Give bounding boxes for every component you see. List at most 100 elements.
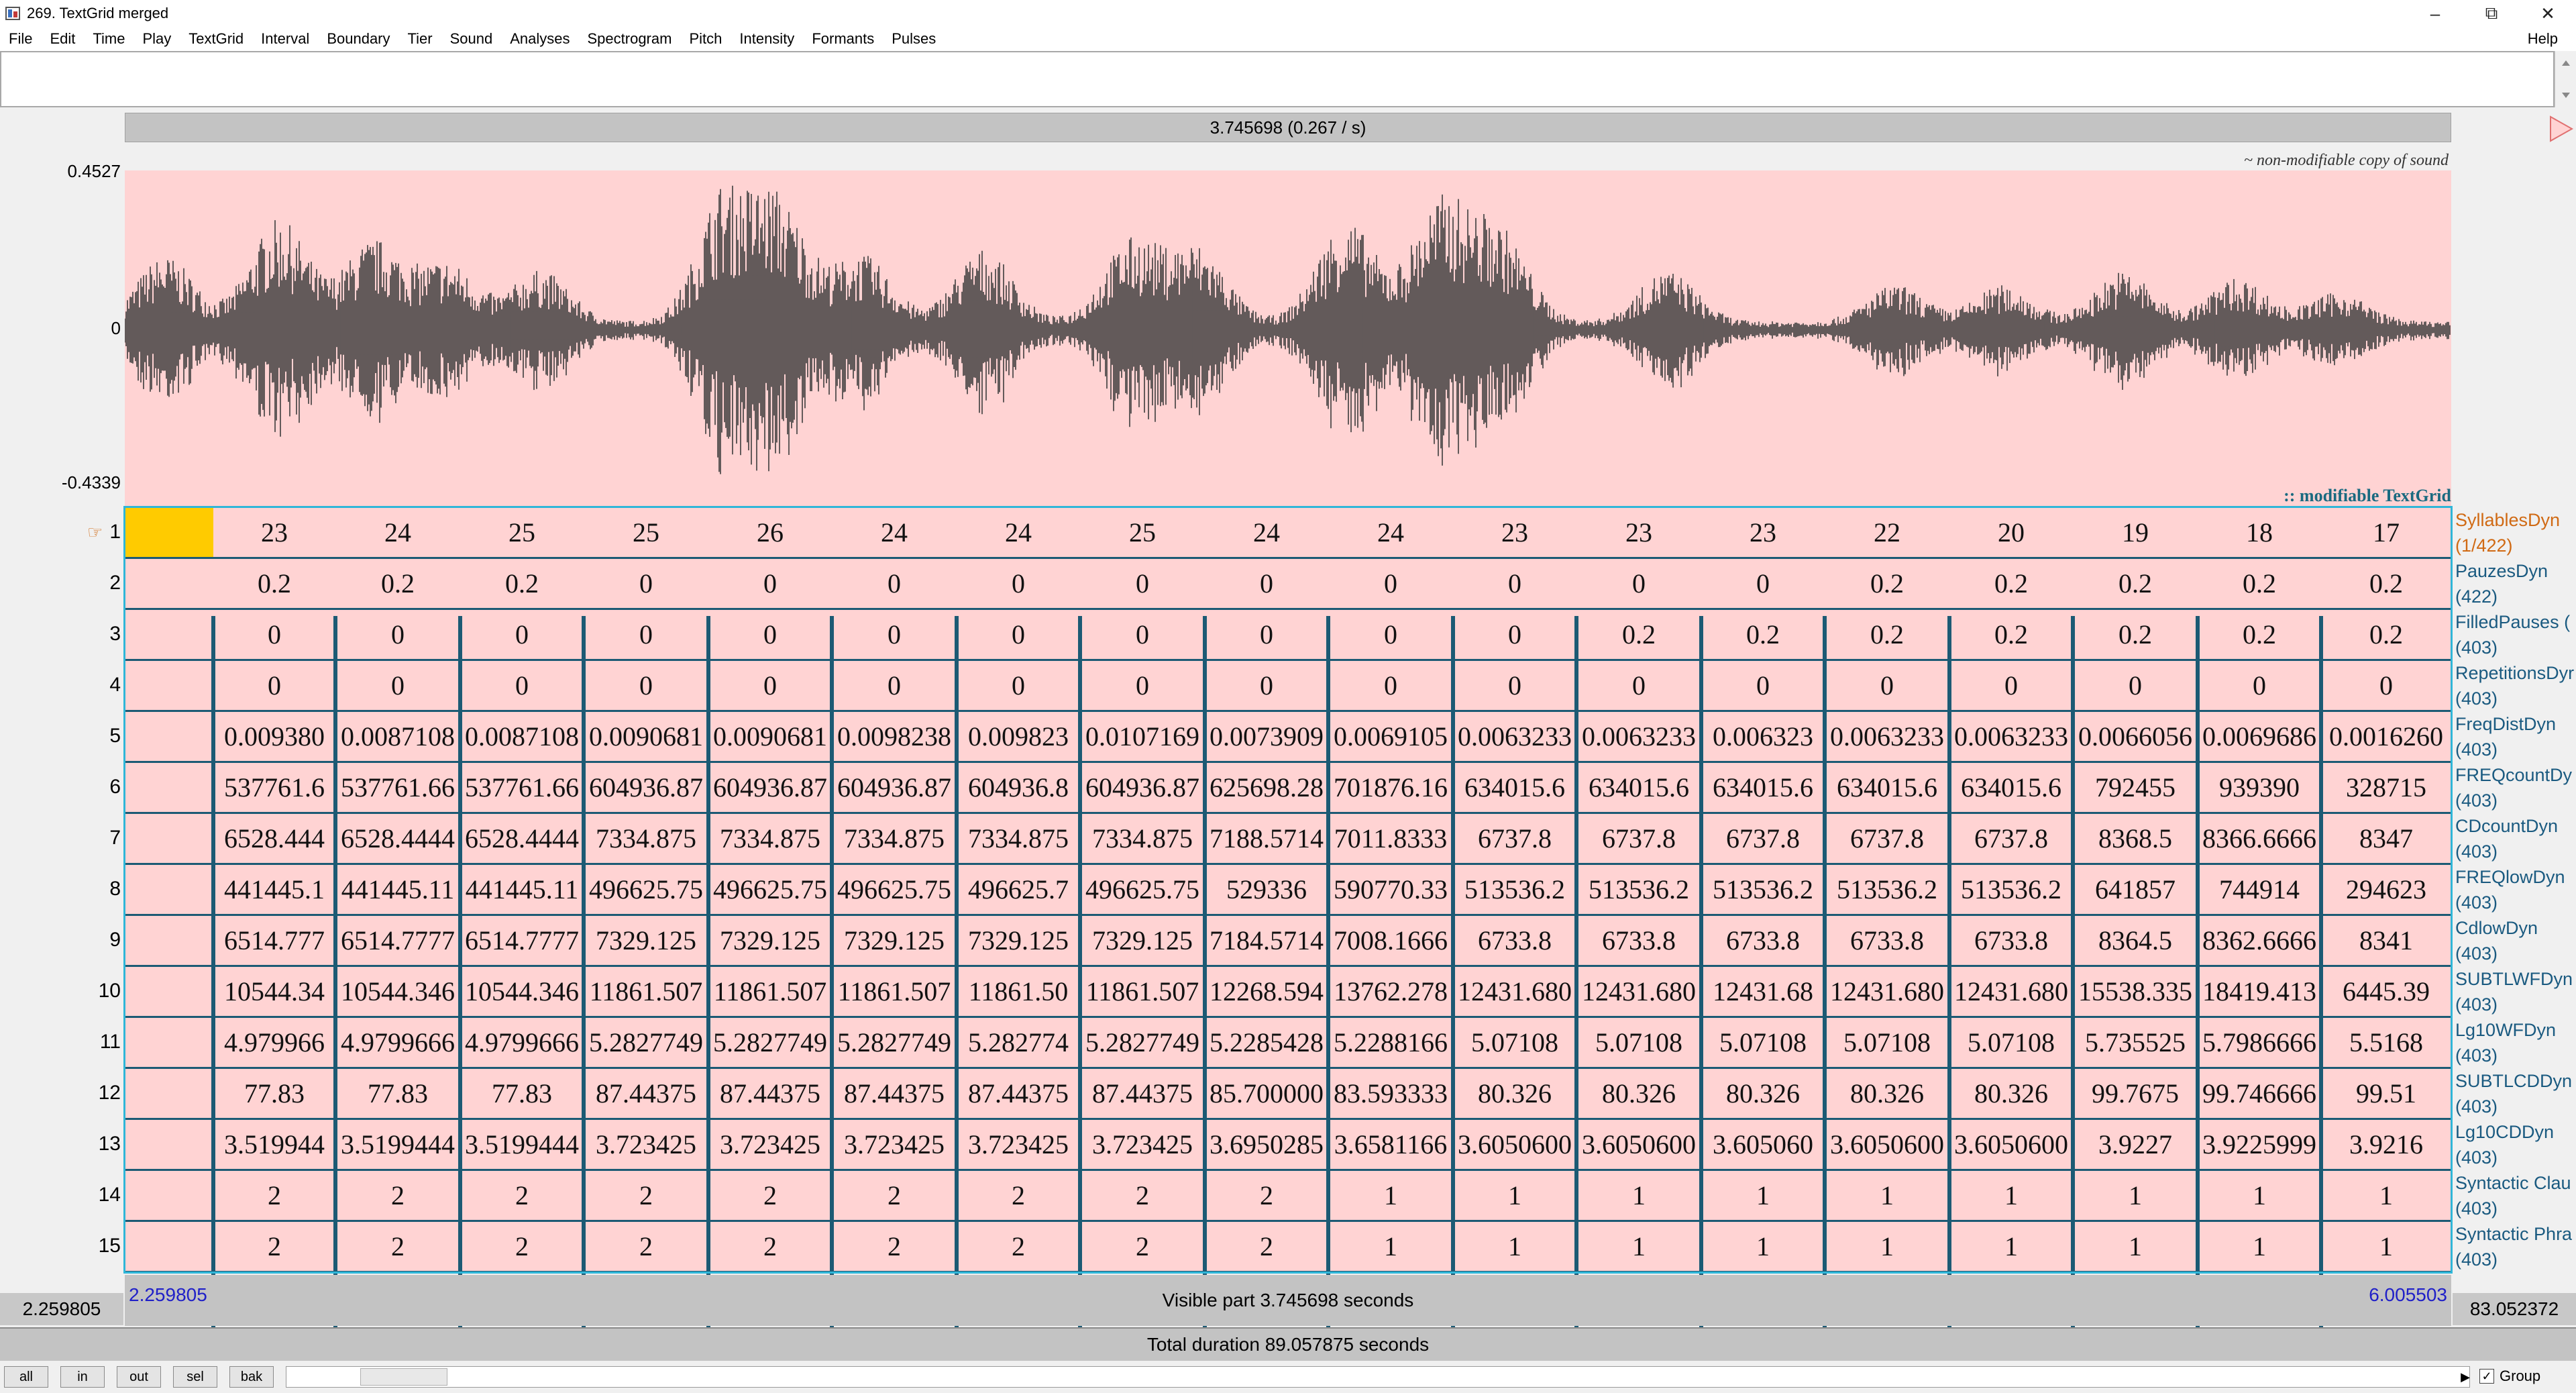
interval-cell[interactable]: 0	[584, 660, 708, 710]
menu-tier[interactable]: Tier	[407, 30, 433, 47]
interval-cell[interactable]: 0	[335, 660, 460, 710]
interval-cell[interactable]: 10544.346	[460, 966, 584, 1016]
interval-cell[interactable]: 2	[1205, 1221, 1328, 1271]
tier-number[interactable]: 12	[67, 1068, 121, 1118]
interval-cell[interactable]: 12268.594	[1205, 966, 1328, 1016]
interval-cell[interactable]: 6737.8	[1825, 813, 1949, 863]
tier-number[interactable]: 10	[67, 966, 121, 1016]
interval-cell[interactable]: 0	[708, 609, 832, 659]
interval-cell[interactable]	[125, 966, 213, 1016]
interval-cell[interactable]: 1	[1825, 1221, 1949, 1271]
interval-cell[interactable]: 0.0063233	[1825, 711, 1949, 761]
interval-cell[interactable]: 24	[1205, 507, 1328, 557]
menu-formants[interactable]: Formants	[812, 30, 875, 47]
interval-cell[interactable]: 5.5168	[2321, 1017, 2451, 1067]
menu-edit[interactable]: Edit	[50, 30, 76, 47]
interval-cell[interactable]: 0.2	[2073, 558, 2198, 608]
zoom-selection-button[interactable]: sel	[173, 1366, 217, 1388]
menu-sound[interactable]: Sound	[449, 30, 493, 47]
interval-cell[interactable]: 1	[2073, 1170, 2198, 1220]
interval-cell[interactable]: 6733.8	[1701, 915, 1825, 965]
interval-cell[interactable]: 24	[957, 507, 1080, 557]
interval-cell[interactable]: 12431.680	[1825, 966, 1949, 1016]
interval-cell[interactable]: 7188.5714	[1205, 813, 1328, 863]
interval-cell[interactable]: 294623	[2321, 864, 2451, 914]
interval-cell[interactable]: 3.723425	[957, 1119, 1080, 1169]
interval-cell[interactable]	[125, 558, 213, 608]
interval-cell[interactable]: 87.44375	[584, 1068, 708, 1118]
maximize-button[interactable]: ⧉	[2485, 3, 2498, 23]
tier-row-8[interactable]: 441445.1 441445.11 441445.11 496625.75 49662…	[125, 864, 2451, 914]
interval-cell[interactable]: 7329.125	[832, 915, 957, 965]
visible-part-bar[interactable]: 2.259805 Visible part 3.745698 seconds 6…	[125, 1275, 2451, 1326]
interval-cell[interactable]	[125, 1119, 213, 1169]
tier-label[interactable]: FREQlowDyn (403)	[2455, 864, 2576, 914]
textgrid-tiers[interactable]: 23 24 25 25 26 24 24 25 24 24 23 23 23 22 20 19 18 17 0.2 0…	[125, 507, 2451, 1374]
interval-cell[interactable]: 1	[1701, 1170, 1825, 1220]
interval-cell[interactable]: 2	[584, 1170, 708, 1220]
interval-cell[interactable]: 5.07108	[1825, 1017, 1949, 1067]
interval-cell[interactable]: 1	[1949, 1221, 2073, 1271]
interval-cell[interactable]: 1	[2321, 1221, 2451, 1271]
interval-cell[interactable]: 2	[213, 1170, 335, 1220]
tier-number[interactable]: 4	[67, 660, 121, 710]
interval-cell[interactable]: 0	[584, 609, 708, 659]
interval-cell[interactable]: 0	[1949, 660, 2073, 710]
interval-cell[interactable]: 5.2827749	[1080, 1017, 1205, 1067]
interval-cell[interactable]: 5.7986666	[2198, 1017, 2321, 1067]
interval-cell[interactable]: 1	[1701, 1221, 1825, 1271]
interval-cell[interactable]: 2	[1080, 1221, 1205, 1271]
interval-cell[interactable]: 6514.777	[213, 915, 335, 965]
menu-file[interactable]: File	[9, 30, 33, 47]
interval-cell[interactable]: 99.51	[2321, 1068, 2451, 1118]
interval-cell[interactable]: 0.0016260	[2321, 711, 2451, 761]
interval-boundary[interactable]	[1823, 616, 1827, 1374]
interval-cell[interactable]: 8341	[2321, 915, 2451, 965]
interval-cell[interactable]: 1	[1453, 1170, 1576, 1220]
interval-cell[interactable]: 634015.6	[1453, 762, 1576, 812]
interval-cell[interactable]: 1	[1453, 1221, 1576, 1271]
interval-cell[interactable]: 0	[2198, 660, 2321, 710]
interval-cell[interactable]: 744914	[2198, 864, 2321, 914]
tier-number[interactable]: 14	[67, 1170, 121, 1220]
interval-cell[interactable]: 634015.6	[1701, 762, 1825, 812]
interval-cell[interactable]: 12431.680	[1453, 966, 1576, 1016]
interval-cell[interactable]: 25	[584, 507, 708, 557]
interval-cell[interactable]: 3.723425	[708, 1119, 832, 1169]
tier-row-11[interactable]: 4.979966 4.9799666 4.9799666 5.2827749 5.282…	[125, 1017, 2451, 1067]
interval-cell[interactable]: 0	[1701, 660, 1825, 710]
interval-cell[interactable]: 513536.2	[1949, 864, 2073, 914]
tier-row-10[interactable]: 10544.34 10544.346 10544.346 11861.507 11861…	[125, 966, 2451, 1016]
interval-cell[interactable]: 6737.8	[1949, 813, 2073, 863]
interval-cell[interactable]: 0	[2073, 660, 2198, 710]
interval-cell[interactable]: 0.2	[2321, 609, 2451, 659]
interval-cell[interactable]: 0	[213, 609, 335, 659]
interval-boundary[interactable]	[1699, 616, 1703, 1374]
interval-cell[interactable]: 3.9225999	[2198, 1119, 2321, 1169]
tier-number[interactable]: 2	[67, 558, 121, 608]
interval-cell[interactable]: 6737.8	[1576, 813, 1701, 863]
interval-cell[interactable]: 0.0090681	[708, 711, 832, 761]
interval-cell[interactable]: 0	[460, 609, 584, 659]
tier-number[interactable]: 7	[67, 813, 121, 863]
interval-cell[interactable]: 0.2	[1949, 558, 2073, 608]
interval-cell[interactable]: 701876.16	[1328, 762, 1453, 812]
menu-time[interactable]: Time	[93, 30, 125, 47]
interval-boundary[interactable]	[1947, 616, 1951, 1374]
interval-cell[interactable]: 496625.75	[708, 864, 832, 914]
interval-cell[interactable]: 87.44375	[832, 1068, 957, 1118]
interval-cell[interactable]: 513536.2	[1453, 864, 1576, 914]
tier-number[interactable]: 11	[67, 1017, 121, 1067]
interval-cell[interactable]: 0	[2321, 660, 2451, 710]
interval-cell[interactable]: 7184.5714	[1205, 915, 1328, 965]
interval-cell[interactable]: 3.6950285	[1205, 1119, 1328, 1169]
tier-row-13[interactable]: 3.519944 3.5199444 3.5199444 3.723425 3.7234…	[125, 1119, 2451, 1169]
interval-cell[interactable]: 2	[1205, 1170, 1328, 1220]
interval-cell[interactable]: 0.2	[1949, 609, 2073, 659]
interval-cell[interactable]: 23	[1576, 507, 1701, 557]
interval-text-field[interactable]	[0, 51, 2555, 107]
interval-cell[interactable]: 0	[832, 558, 957, 608]
interval-cell[interactable]: 0	[1701, 558, 1825, 608]
interval-cell[interactable]: 22	[1825, 507, 1949, 557]
interval-cell[interactable]: 2	[335, 1221, 460, 1271]
